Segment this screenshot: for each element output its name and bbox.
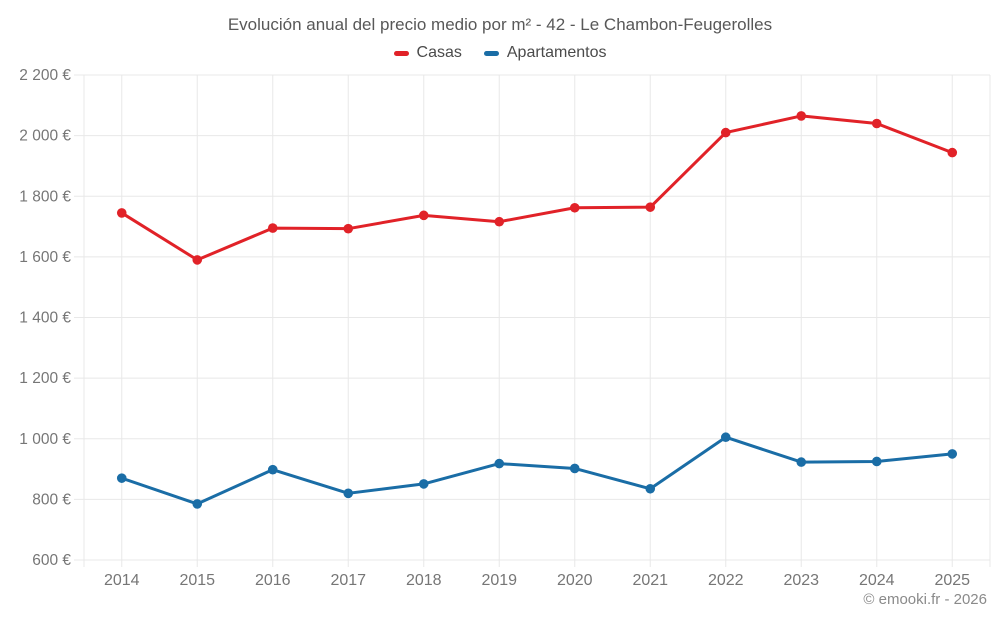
x-tick-label: 2016 xyxy=(255,572,291,589)
series-line-apartamentos xyxy=(120,435,954,506)
x-tick-label: 2021 xyxy=(632,572,668,589)
data-point-casas-2016[interactable] xyxy=(267,223,278,233)
data-point-casas-2024[interactable] xyxy=(871,118,882,129)
legend-swatch-apartamentos-icon xyxy=(483,50,499,56)
x-tick-label: 2018 xyxy=(406,572,442,589)
x-tick-label: 2019 xyxy=(481,572,517,589)
x-tick-label: 2022 xyxy=(708,572,744,589)
data-point-apartamentos-2018[interactable] xyxy=(418,479,429,489)
legend-swatch-casas-icon xyxy=(393,50,409,56)
legend: Casas Apartamentos xyxy=(0,44,1000,62)
data-point-casas-2025[interactable] xyxy=(947,147,958,158)
y-tick-label: 1 600 € xyxy=(19,249,71,266)
chart-title: Evolución anual del precio medio por m² … xyxy=(227,15,773,34)
data-point-apartamentos-2024[interactable] xyxy=(871,456,882,467)
y-tick-label: 1 000 € xyxy=(19,431,71,448)
data-point-casas-2021[interactable] xyxy=(645,202,656,212)
data-point-apartamentos-2025[interactable] xyxy=(947,449,958,459)
data-point-apartamentos-2016[interactable] xyxy=(267,464,278,475)
y-tick-label: 1 800 € xyxy=(19,188,71,205)
y-tick-label: 600 € xyxy=(32,552,71,569)
watermark: © emooki.fr - 2026 xyxy=(863,591,987,608)
data-point-apartamentos-2017[interactable] xyxy=(343,488,354,499)
data-point-casas-2022[interactable] xyxy=(720,127,731,138)
y-tick-label: 800 € xyxy=(32,491,71,508)
y-tick-label: 1 400 € xyxy=(19,310,71,327)
data-point-apartamentos-2023[interactable] xyxy=(796,457,807,467)
x-tick-label: 2015 xyxy=(179,572,215,589)
legend-item-apartamentos[interactable]: Apartamentos xyxy=(483,44,607,62)
data-point-apartamentos-2014[interactable] xyxy=(116,473,127,483)
x-tick-label: 2023 xyxy=(783,572,819,589)
data-point-casas-2018[interactable] xyxy=(418,210,429,221)
data-point-casas-2023[interactable] xyxy=(796,111,807,121)
x-tick-label: 2025 xyxy=(934,572,970,589)
y-tick-label: 2 200 € xyxy=(19,67,71,84)
x-tick-label: 2014 xyxy=(104,572,140,589)
data-point-apartamentos-2021[interactable] xyxy=(645,483,656,494)
y-tick-label: 1 200 € xyxy=(19,370,71,387)
data-point-casas-2020[interactable] xyxy=(569,202,580,213)
data-point-apartamentos-2022[interactable] xyxy=(720,432,731,443)
data-point-apartamentos-2015[interactable] xyxy=(192,499,203,509)
data-point-apartamentos-2020[interactable] xyxy=(569,463,580,474)
legend-label-casas: Casas xyxy=(416,44,462,61)
data-point-casas-2019[interactable] xyxy=(494,216,505,227)
legend-item-casas[interactable]: Casas xyxy=(393,44,462,62)
x-tick-label: 2020 xyxy=(557,572,593,589)
data-point-casas-2015[interactable] xyxy=(192,255,203,265)
series-line-casas xyxy=(120,114,954,262)
x-tick-label: 2024 xyxy=(859,572,895,589)
data-point-casas-2017[interactable] xyxy=(343,223,354,234)
data-point-apartamentos-2019[interactable] xyxy=(494,458,505,469)
legend-label-apartamentos: Apartamentos xyxy=(506,44,607,61)
y-tick-label: 2 000 € xyxy=(19,128,71,145)
x-tick-label: 2017 xyxy=(330,572,366,589)
data-point-casas-2014[interactable] xyxy=(116,208,127,218)
